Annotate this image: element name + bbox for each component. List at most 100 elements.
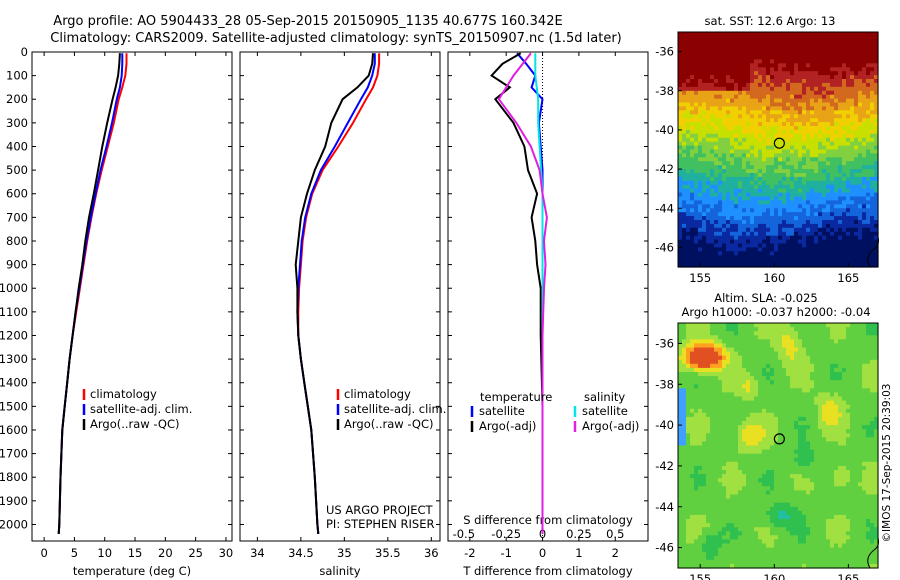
- map-cell: [698, 196, 703, 201]
- map-cell: [738, 331, 743, 336]
- map-cell: [714, 247, 719, 252]
- map-cell: [846, 39, 851, 45]
- map-cell: [762, 429, 767, 434]
- map-cell: [762, 208, 767, 213]
- map-cell: [794, 255, 799, 260]
- map-cell: [858, 212, 863, 217]
- map-cell: [850, 347, 855, 353]
- map-cell: [826, 94, 831, 100]
- map-cell: [686, 165, 691, 170]
- map-cell: [814, 161, 819, 166]
- map-cell: [742, 149, 747, 154]
- map-cell: [790, 400, 795, 406]
- legend-label: Argo(-adj): [582, 419, 639, 433]
- map-cell: [750, 122, 755, 127]
- map-cell: [858, 449, 863, 455]
- map-cell: [710, 43, 715, 49]
- map-cell: [774, 98, 779, 104]
- map-cell: [726, 359, 731, 365]
- map-cell: [826, 355, 831, 361]
- map-cell: [678, 425, 683, 430]
- map-cell: [754, 173, 759, 178]
- map-cell: [786, 449, 791, 455]
- map-cell: [866, 188, 871, 194]
- map-cell: [778, 408, 783, 414]
- map-cell: [762, 47, 767, 53]
- map-cell: [682, 176, 687, 182]
- map-cell: [758, 98, 763, 104]
- map-cell: [854, 239, 859, 245]
- map-cell: [802, 343, 807, 349]
- map-cell: [862, 98, 867, 104]
- map-cell: [862, 335, 867, 340]
- map-cell: [726, 39, 731, 45]
- map-cell: [778, 173, 783, 178]
- map-cell: [734, 212, 739, 217]
- map-cell: [794, 86, 799, 92]
- map-cell: [834, 433, 839, 438]
- map-cell: [714, 404, 719, 410]
- map-cell: [822, 408, 827, 414]
- map-cell: [734, 153, 739, 158]
- map-cell: [678, 367, 683, 373]
- project-annotation: US ARGO PROJECT: [326, 503, 434, 517]
- map-cell: [718, 425, 723, 430]
- map-cell: [770, 416, 775, 422]
- map-cell: [806, 184, 811, 190]
- map-cell: [790, 327, 795, 332]
- map-cell: [802, 90, 807, 96]
- map-cell: [706, 122, 711, 127]
- map-cell: [874, 75, 879, 80]
- map-cell: [810, 355, 815, 361]
- map-cell: [698, 63, 703, 68]
- map-cell: [746, 220, 751, 225]
- map-cell: [738, 192, 743, 198]
- map-cell: [866, 441, 871, 447]
- map-cell: [742, 35, 747, 41]
- map-cell: [794, 259, 799, 264]
- map-cell: [842, 449, 847, 455]
- map-cell: [822, 98, 827, 104]
- map-cell: [858, 82, 863, 88]
- map-cell: [782, 380, 787, 385]
- map-cell: [778, 200, 783, 205]
- map-cell: [862, 204, 867, 209]
- map-cell: [758, 263, 763, 268]
- map-cell: [706, 227, 711, 233]
- map-cell: [698, 372, 703, 377]
- map-cell: [726, 192, 731, 198]
- map-cell: [686, 75, 691, 80]
- map-cell: [838, 351, 843, 357]
- map-cell: [774, 255, 779, 260]
- map-cell: [762, 263, 767, 268]
- map-cell: [754, 55, 759, 60]
- map-cell: [842, 223, 847, 229]
- map-cell: [698, 47, 703, 53]
- map-cell: [694, 216, 699, 221]
- map-cell: [742, 94, 747, 100]
- map-cell: [806, 351, 811, 357]
- map-cell: [750, 71, 755, 76]
- map-cell: [774, 216, 779, 221]
- map-cell: [742, 67, 747, 72]
- map-cell: [730, 404, 735, 410]
- map-cell: [826, 408, 831, 414]
- map-cell: [718, 79, 723, 84]
- map-cell: [814, 355, 819, 361]
- map-cell: [694, 223, 699, 229]
- map-cell: [810, 239, 815, 245]
- map-cell: [854, 220, 859, 225]
- map-cell: [854, 388, 859, 393]
- map-cell: [738, 335, 743, 340]
- map-cell: [746, 176, 751, 182]
- map-cell: [738, 239, 743, 245]
- map-cell: [754, 79, 759, 84]
- map-cell: [786, 90, 791, 96]
- map-cell: [742, 351, 747, 357]
- map-cell: [710, 247, 715, 252]
- map-cell: [822, 433, 827, 438]
- map-cell: [738, 94, 743, 100]
- map-cell: [746, 200, 751, 205]
- map-cell: [694, 449, 699, 455]
- map-cell: [858, 106, 863, 111]
